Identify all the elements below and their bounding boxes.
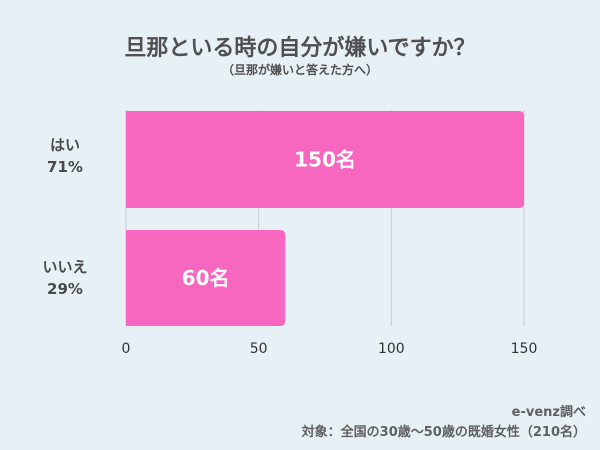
x-tick-label: 100 xyxy=(378,341,405,357)
chart-title: 旦那といる時の自分が嫌いですか？ xyxy=(124,36,476,61)
bar-data-label: 60名 xyxy=(182,266,230,290)
source-note: e-venz調べ xyxy=(511,405,586,420)
x-tick-label: 0 xyxy=(122,341,131,357)
chart-subtitle: （旦那が嫌いと答えた方へ） xyxy=(221,63,378,77)
x-tick-label: 150 xyxy=(511,341,538,357)
category-percent: 29% xyxy=(47,280,83,298)
category-name: はい xyxy=(49,136,80,154)
category-label-yes: はい 71% xyxy=(30,134,100,178)
x-tick-label: 50 xyxy=(250,341,268,357)
target-note: 対象：全国の30歳〜50歳の既婚女性（210名） xyxy=(301,425,586,440)
bar xyxy=(126,111,524,208)
bar xyxy=(126,230,286,326)
category-percent: 71% xyxy=(47,158,83,176)
bar-data-label: 150名 xyxy=(294,148,356,172)
category-label-no: いいえ 29% xyxy=(30,256,100,300)
category-name: いいえ xyxy=(42,258,88,276)
